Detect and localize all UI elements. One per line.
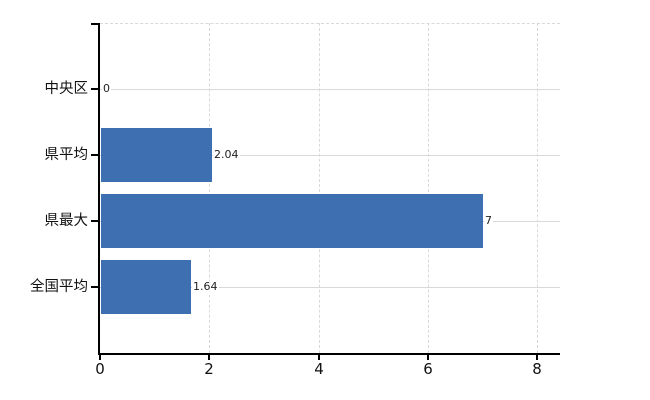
x-gridline xyxy=(318,23,320,353)
value-label: 0 xyxy=(102,81,111,96)
category-label: 県最大 xyxy=(44,212,89,229)
x-gridline xyxy=(537,23,538,353)
x-tick-label: 0 xyxy=(95,360,105,378)
bar xyxy=(101,194,483,248)
y-tick-mark xyxy=(91,220,100,222)
x-tick-mark xyxy=(536,355,538,360)
x-tick-label: 8 xyxy=(532,360,542,378)
x-tick-mark xyxy=(208,355,210,360)
x-gridline xyxy=(209,23,211,353)
x-gridline xyxy=(427,23,429,353)
x-axis-line xyxy=(98,353,560,355)
y-axis-top-tick xyxy=(91,23,100,25)
value-label: 7 xyxy=(484,213,493,228)
x-tick-label: 6 xyxy=(423,360,433,378)
y-tick-mark xyxy=(91,88,100,90)
y-gridline xyxy=(100,287,560,288)
value-label: 2.04 xyxy=(213,147,240,162)
x-tick-label: 4 xyxy=(314,360,324,378)
bar xyxy=(101,260,191,314)
category-label: 全国平均 xyxy=(30,278,88,295)
y-tick-mark xyxy=(91,286,100,288)
value-label: 1.64 xyxy=(192,279,219,294)
y-gridline xyxy=(100,89,560,90)
y-axis-line xyxy=(98,23,100,355)
plot-top-border xyxy=(100,23,560,24)
x-tick-mark xyxy=(427,355,429,360)
x-tick-label: 2 xyxy=(204,360,214,378)
y-tick-mark xyxy=(91,154,100,156)
x-tick-mark xyxy=(318,355,320,360)
category-label: 県平均 xyxy=(44,146,89,163)
category-label: 中央区 xyxy=(44,80,89,97)
bar xyxy=(101,128,212,182)
y-gridline xyxy=(100,155,560,156)
x-tick-mark xyxy=(99,355,101,360)
